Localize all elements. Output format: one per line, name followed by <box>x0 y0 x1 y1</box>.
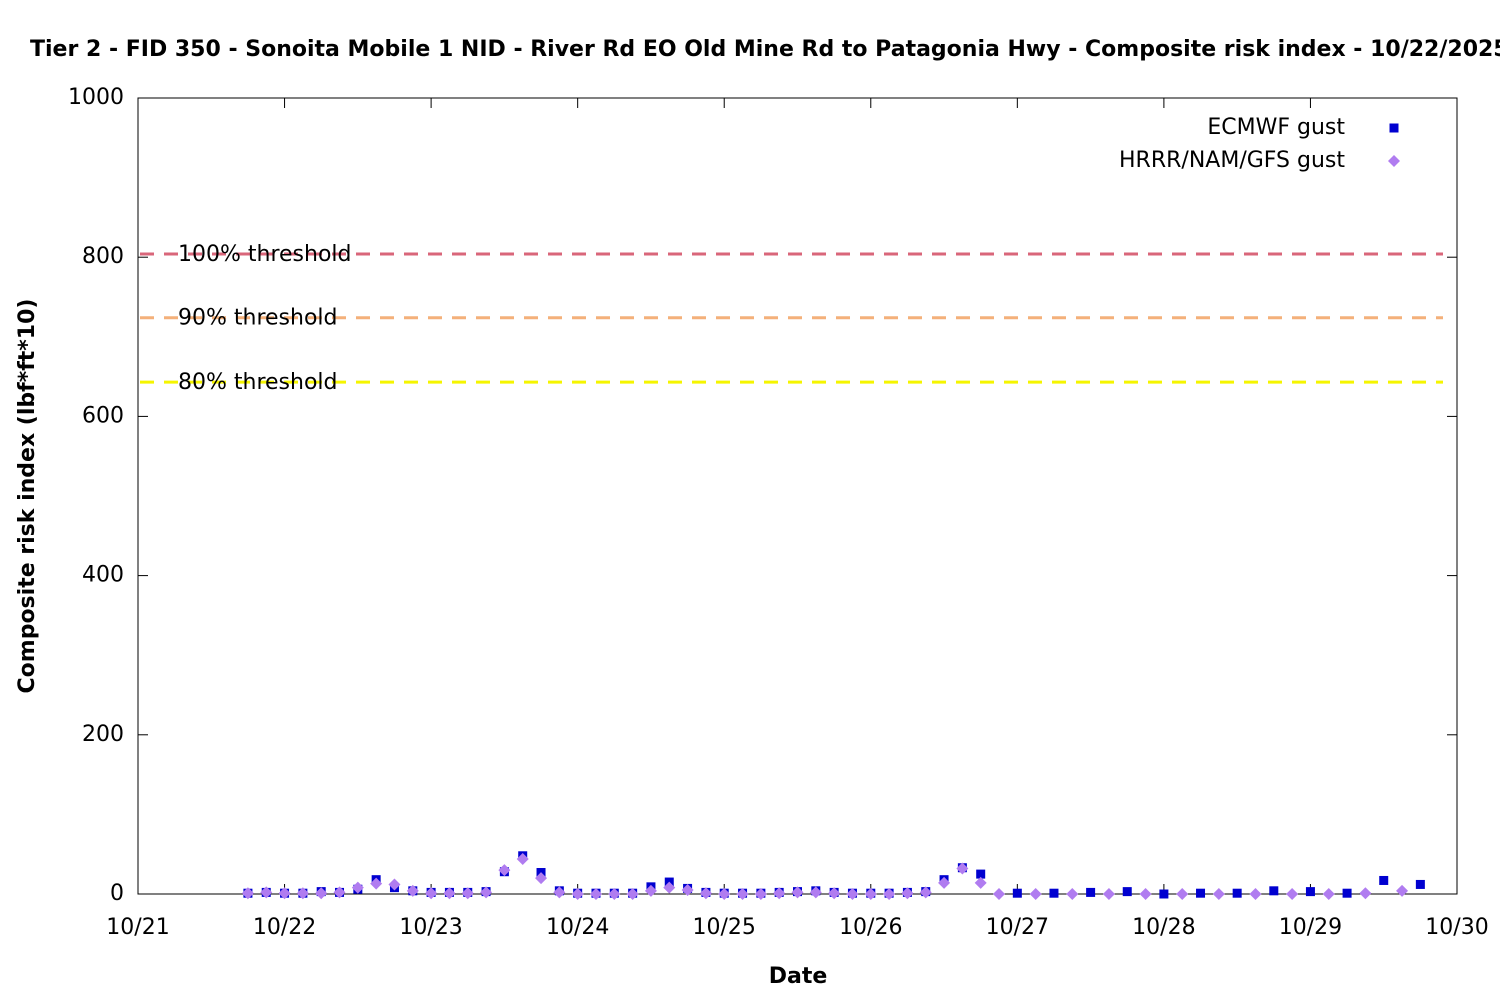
data-point <box>1305 887 1315 897</box>
data-point <box>1286 888 1299 900</box>
x-tick-label: 10/29 <box>1279 915 1342 940</box>
data-point <box>956 862 969 875</box>
data-point <box>663 881 676 894</box>
y-tick-label: 0 <box>110 881 124 906</box>
y-axis-label: Composite risk index (lbf*ft*10) <box>15 299 40 694</box>
data-point <box>1212 888 1225 900</box>
data-point <box>1122 887 1132 897</box>
data-point <box>1269 886 1279 896</box>
y-tick-label: 800 <box>82 244 124 269</box>
data-point <box>1139 888 1152 900</box>
data-point <box>1049 888 1059 898</box>
data-point <box>901 887 914 900</box>
data-point <box>1322 888 1335 900</box>
data-point <box>754 888 767 900</box>
data-point <box>241 887 254 900</box>
data-point <box>1359 887 1372 900</box>
chart-title: Tier 2 - FID 350 - Sonoita Mobile 1 NID … <box>30 37 1500 62</box>
threshold-label: 90% threshold <box>178 306 338 331</box>
data-point <box>791 886 804 899</box>
data-point <box>1066 888 1079 900</box>
data-point <box>351 881 364 894</box>
x-tick-label: 10/28 <box>1132 915 1195 940</box>
data-point <box>644 884 657 897</box>
data-point <box>1029 888 1042 900</box>
legend-marker <box>1388 155 1400 167</box>
data-point <box>1176 888 1189 900</box>
data-point <box>919 886 932 899</box>
data-point <box>976 869 986 879</box>
data-point <box>773 887 786 900</box>
data-point <box>1396 884 1409 897</box>
data-point <box>681 884 694 897</box>
data-point <box>1249 888 1262 900</box>
y-tick-label: 200 <box>82 722 124 747</box>
data-point <box>535 872 548 885</box>
data-point <box>699 887 712 900</box>
data-point <box>498 864 511 877</box>
x-tick-label: 10/23 <box>399 915 462 940</box>
data-point <box>608 888 621 900</box>
data-point <box>461 887 474 900</box>
data-point <box>864 888 877 900</box>
legend-label: HRRR/NAM/GFS gust <box>1119 148 1345 173</box>
data-point <box>425 887 438 900</box>
x-tick-label: 10/22 <box>253 915 316 940</box>
threshold-label: 80% threshold <box>178 370 338 395</box>
y-tick-label: 400 <box>82 563 124 588</box>
data-point <box>260 886 273 899</box>
data-point <box>443 887 456 900</box>
data-point <box>480 886 493 899</box>
data-point <box>388 878 401 891</box>
data-point <box>809 886 822 899</box>
data-point <box>315 887 328 900</box>
x-tick-label: 10/30 <box>1425 915 1488 940</box>
data-point <box>1232 888 1242 898</box>
legend-label: ECMWF gust <box>1207 115 1345 140</box>
data-point <box>993 888 1006 900</box>
data-point <box>974 876 987 889</box>
data-point <box>1012 888 1022 898</box>
x-tick-label: 10/21 <box>106 915 169 940</box>
data-point <box>370 877 383 890</box>
legend-marker <box>1389 123 1399 133</box>
data-point <box>828 887 841 900</box>
y-tick-label: 1000 <box>68 85 124 110</box>
x-tick-label: 10/25 <box>693 915 756 940</box>
data-point <box>296 887 309 900</box>
data-point <box>553 886 566 899</box>
x-tick-label: 10/27 <box>986 915 1049 940</box>
data-point <box>883 888 896 900</box>
data-point <box>1196 888 1206 898</box>
data-point <box>1086 887 1096 897</box>
data-point <box>846 888 859 900</box>
data-point <box>1379 875 1389 885</box>
data-point <box>1415 879 1425 889</box>
data-point <box>278 887 291 900</box>
data-point <box>516 852 529 865</box>
x-axis-label: Date <box>769 964 828 989</box>
data-point <box>1102 888 1115 900</box>
x-tick-label: 10/24 <box>546 915 609 940</box>
data-point <box>406 884 419 897</box>
data-point <box>938 876 951 889</box>
data-point <box>718 888 731 900</box>
data-point <box>589 888 602 900</box>
data-point <box>626 888 639 900</box>
data-point <box>1159 889 1169 899</box>
x-tick-label: 10/26 <box>839 915 902 940</box>
data-point <box>1342 888 1352 898</box>
data-point <box>333 886 346 899</box>
y-tick-label: 600 <box>82 403 124 428</box>
data-point <box>736 888 749 900</box>
data-point <box>571 888 584 900</box>
threshold-label: 100% threshold <box>178 242 352 267</box>
